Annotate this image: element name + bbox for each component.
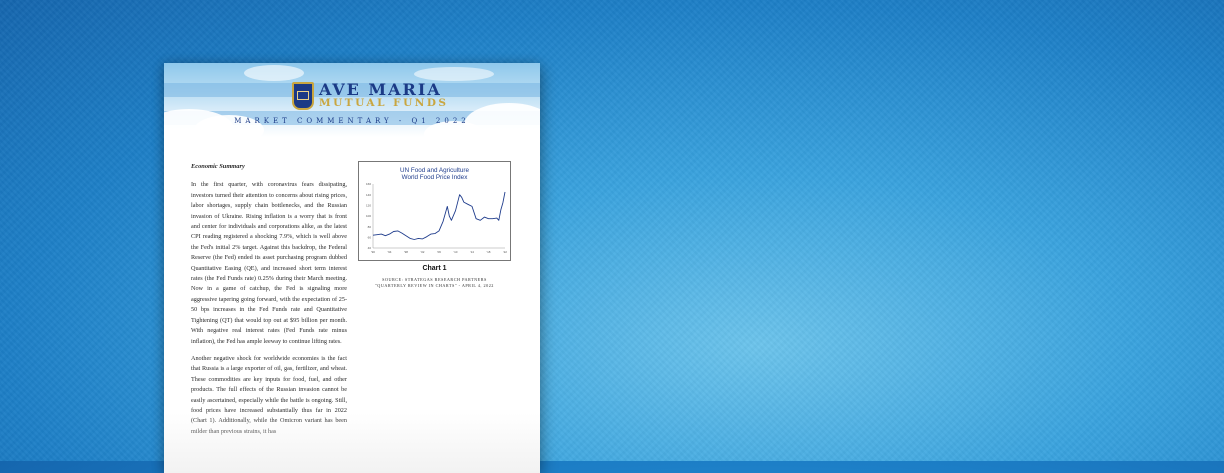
market-commentary-document[interactable]: AVE MARIA MUTUAL FUNDS MARKET COMMENTARY… bbox=[164, 63, 540, 473]
chart-title-line: UN Food and Agriculture bbox=[400, 167, 469, 174]
chart-source-line: SOURCE: STRATEGAS RESEARCH PARTNERS bbox=[382, 277, 487, 282]
body-column: Economic Summary In the first quarter, w… bbox=[191, 162, 347, 444]
cloud-shape bbox=[194, 115, 264, 137]
x-tick-label: '98 bbox=[404, 250, 408, 254]
section-heading: Economic Summary bbox=[191, 163, 245, 170]
header-banner: AVE MARIA MUTUAL FUNDS MARKET COMMENTARY… bbox=[164, 63, 540, 137]
y-tick-label: 140 bbox=[366, 193, 371, 197]
x-tick-label: '10 bbox=[454, 250, 458, 254]
seal-logo-icon bbox=[292, 82, 314, 110]
brand-subname: MUTUAL FUNDS bbox=[319, 97, 449, 109]
y-tick-label: 120 bbox=[366, 204, 371, 208]
y-tick-label: 100 bbox=[366, 214, 371, 218]
y-tick-label: 80 bbox=[368, 225, 372, 229]
y-tick-label: 60 bbox=[368, 236, 372, 240]
chart-frame: UN Food and Agriculture World Food Price… bbox=[358, 161, 511, 261]
header-subtitle: MARKET COMMENTARY - Q1 2022 bbox=[234, 117, 470, 125]
y-tick-label: 160 bbox=[366, 182, 371, 186]
x-tick-label: '14 bbox=[470, 250, 474, 254]
chart-title-line: World Food Price Index bbox=[401, 174, 468, 181]
x-tick-label: '22 bbox=[503, 250, 507, 254]
cloud-shape bbox=[424, 121, 484, 137]
chart-source: SOURCE: STRATEGAS RESEARCH PARTNERS "QUA… bbox=[358, 277, 511, 289]
chart-source-line: "QUARTERLY REVIEW IN CHARTS" - APRIL 4, … bbox=[375, 283, 494, 288]
price-index-line bbox=[372, 191, 506, 240]
x-tick-label: '94 bbox=[388, 250, 392, 254]
brand-name: AVE MARIA bbox=[319, 80, 442, 99]
y-tick-label: 40 bbox=[368, 246, 372, 250]
page-fade bbox=[164, 413, 540, 473]
x-tick-label: '18 bbox=[487, 250, 491, 254]
cloud-shape bbox=[414, 67, 494, 81]
cloud-shape bbox=[244, 65, 304, 81]
food-price-chart: 160 140 120 100 80 60 40'90 '94 '98 '02 '06 '10 '14 '… bbox=[366, 182, 507, 254]
banner-stripe bbox=[164, 83, 540, 97]
x-tick-label: '02 bbox=[421, 250, 425, 254]
paragraph: In the first quarter, with coronavirus f… bbox=[191, 181, 347, 345]
chart-caption: Chart 1 bbox=[422, 265, 447, 272]
x-tick-label: '06 bbox=[437, 250, 441, 254]
x-tick-label: '90 bbox=[371, 250, 375, 254]
